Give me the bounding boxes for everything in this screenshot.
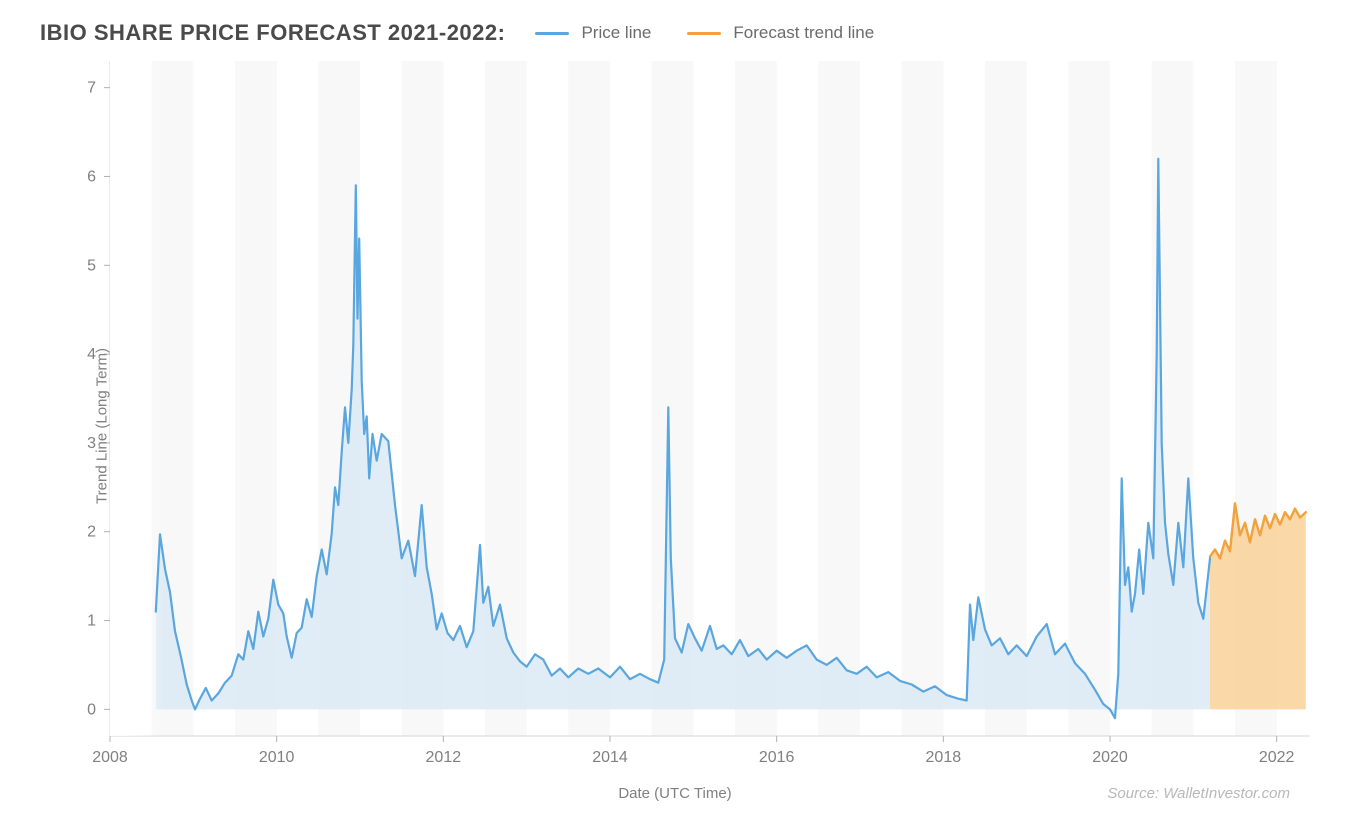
legend-swatch-price xyxy=(535,32,569,35)
svg-text:2010: 2010 xyxy=(259,749,295,766)
svg-text:2012: 2012 xyxy=(426,749,462,766)
source-label: Source: WalletInvestor.com xyxy=(1107,785,1290,802)
y-axis-label: Trend Line (Long Term) xyxy=(93,348,110,504)
legend-item-forecast: Forecast trend line xyxy=(687,23,874,43)
legend-item-price: Price line xyxy=(535,23,651,43)
chart-container: IBIO SHARE PRICE FORECAST 2021-2022: Pri… xyxy=(0,0,1350,829)
svg-text:2018: 2018 xyxy=(926,749,962,766)
svg-text:2022: 2022 xyxy=(1259,749,1295,766)
svg-text:2014: 2014 xyxy=(592,749,628,766)
chart-area: Trend Line (Long Term) 01234567200820102… xyxy=(30,56,1320,796)
chart-svg: 0123456720082010201220142016201820202022 xyxy=(30,56,1320,796)
legend-label-forecast: Forecast trend line xyxy=(733,23,874,43)
svg-text:2016: 2016 xyxy=(759,749,795,766)
chart-title: IBIO SHARE PRICE FORECAST 2021-2022: xyxy=(40,20,505,46)
svg-text:5: 5 xyxy=(87,257,96,274)
svg-text:2: 2 xyxy=(87,524,96,541)
svg-text:2008: 2008 xyxy=(92,749,128,766)
x-axis-label: Date (UTC Time) xyxy=(618,785,731,802)
svg-text:1: 1 xyxy=(87,613,96,630)
svg-text:7: 7 xyxy=(87,80,96,97)
svg-text:6: 6 xyxy=(87,168,96,185)
legend-label-price: Price line xyxy=(581,23,651,43)
header-row: IBIO SHARE PRICE FORECAST 2021-2022: Pri… xyxy=(40,20,1320,46)
legend: Price line Forecast trend line xyxy=(535,23,874,43)
svg-text:2020: 2020 xyxy=(1092,749,1128,766)
legend-swatch-forecast xyxy=(687,32,721,35)
svg-text:0: 0 xyxy=(87,701,96,718)
